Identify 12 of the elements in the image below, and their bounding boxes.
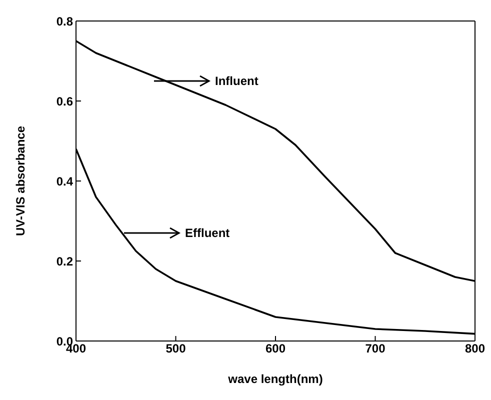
annotation: Effluent <box>185 226 230 240</box>
y-tick-label: 0.8 <box>56 14 74 28</box>
x-tick-label: 500 <box>166 342 186 356</box>
x-tick-label: 800 <box>464 342 486 356</box>
y-tick-label: 0.6 <box>56 94 74 108</box>
y-tick-label: 0.2 <box>56 254 74 268</box>
x-tick-label: 700 <box>365 342 386 356</box>
y-axis-title: UV-VIS absorbance <box>13 126 28 236</box>
x-tick-label: 600 <box>265 342 286 356</box>
x-axis-title: wave length(nm) <box>227 372 323 386</box>
y-tick-label: 0.4 <box>56 174 74 188</box>
annotation: Influent <box>215 74 258 88</box>
